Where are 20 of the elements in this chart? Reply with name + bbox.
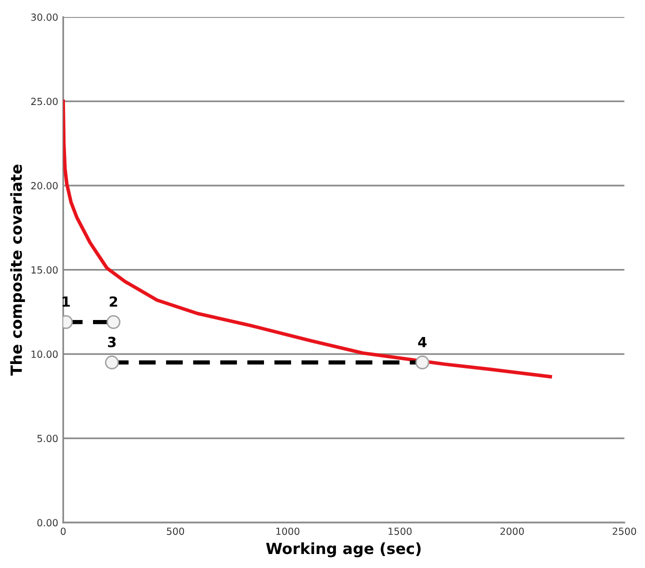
x-axis-title: Working age (sec) xyxy=(266,542,421,558)
annotation: 4 xyxy=(418,336,427,348)
y-tick-label: 5.00 xyxy=(37,434,58,442)
x-tick-label: 1500 xyxy=(388,528,412,535)
y-tick-label: 10.00 xyxy=(32,350,58,358)
y-axis-title: The composite covariate xyxy=(10,164,25,376)
annotation: 2 xyxy=(110,296,118,307)
x-tick-label: 2000 xyxy=(500,528,524,535)
annotation: 1 xyxy=(62,296,70,307)
y-tick-label: 0.00 xyxy=(37,519,58,526)
x-tick-label: 2500 xyxy=(612,528,636,535)
y-tick-label: 25.00 xyxy=(31,98,58,106)
x-tick-label: 0 xyxy=(60,528,66,535)
y-tick-label: 20.00 xyxy=(31,182,58,190)
y-tick-label: 15.00 xyxy=(32,266,58,274)
x-tick-label: 500 xyxy=(166,528,184,535)
line-series xyxy=(63,100,552,378)
x-tick-label: 1000 xyxy=(276,528,300,535)
y-tick-label: 30.00 xyxy=(31,14,58,21)
annotation: 3 xyxy=(108,336,116,348)
